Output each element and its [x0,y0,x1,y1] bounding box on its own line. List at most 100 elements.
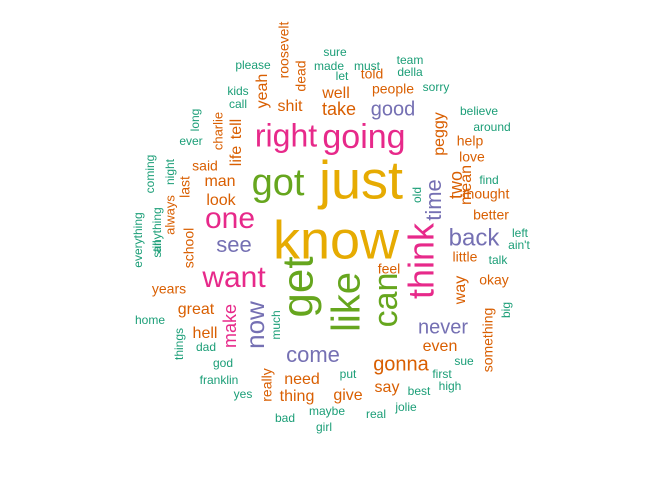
word-things: things [172,328,186,360]
word-say: say [375,379,400,396]
word-great: great [178,301,215,318]
word-franklin: franklin [200,373,239,387]
word-real: real [366,407,386,421]
word-school: school [181,228,197,268]
word-coming: coming [143,155,157,194]
word-people: people [372,81,414,97]
word-give: give [333,387,362,404]
word-long: long [188,109,202,132]
word-two: two [446,171,466,199]
word-old: old [410,187,424,203]
word-well: well [321,85,350,102]
word-can: can [367,273,405,328]
word-please: please [235,58,271,72]
word-sue: sue [454,354,474,368]
word-put: put [340,367,357,381]
word-dad: dad [196,340,216,354]
word-best: best [408,384,431,398]
word-must: must [354,59,381,73]
word-told: told [361,66,384,82]
word-hell: hell [193,325,218,342]
word-around: around [473,120,510,134]
word-made: made [314,59,344,73]
word-really: really [259,368,275,401]
word-sure: sure [323,45,347,59]
word-good: good [371,98,416,120]
word-make: make [220,304,240,348]
word-anything: anything [150,207,164,252]
word-big: big [499,302,513,318]
word-maybe: maybe [309,404,345,418]
word-roosevelt: roosevelt [276,21,292,78]
word-little: little [453,249,478,265]
word-team: team [397,53,424,67]
word-find: find [479,173,498,187]
word-left: left [512,226,529,240]
word-time: time [421,179,446,221]
word-jolie: jolie [394,400,417,414]
word-take: take [322,99,356,119]
word-bad: bad [275,411,295,425]
word-home: home [135,313,165,327]
word-see: see [216,232,251,257]
word-talk: talk [489,253,509,267]
word-look: look [206,192,236,209]
word-girl: girl [316,420,332,434]
word-high: high [439,379,462,393]
word-know: know [273,210,400,270]
word-everything: everything [131,212,145,267]
word-man: man [204,173,235,190]
word-dead: dead [293,60,309,91]
word-tell: tell [228,119,245,139]
word-peggy: peggy [431,112,448,156]
word-want: want [201,261,266,294]
word-gonna: gonna [373,353,429,375]
word-going: going [322,118,405,156]
word-now: now [240,301,270,349]
word-night: night [163,158,177,185]
word-kids: kids [227,84,248,98]
word-call: call [229,97,247,111]
word-need: need [284,371,320,388]
word-okay: okay [479,272,509,288]
word-believe: believe [460,104,498,118]
word-thought: thought [463,186,510,202]
word-right: right [255,117,317,153]
word-let: let [336,69,349,83]
word-yes: yes [234,387,253,401]
word-come: come [286,342,340,367]
word-charlie: charlie [210,112,225,150]
word-way: way [452,276,469,305]
word-said: said [192,158,218,174]
word-love: love [459,149,485,165]
word-first: first [432,367,452,381]
word-never: never [418,316,468,338]
word-feel: feel [378,261,401,277]
word-god: god [213,356,233,370]
word-something: something [480,308,496,373]
word-think: think [401,222,442,299]
word-thing: thing [280,388,315,405]
word-like: like [325,272,369,332]
word-back: back [449,224,501,251]
word-get: get [274,256,323,317]
word-mean: mean [458,165,475,205]
word-ever: ever [179,134,202,148]
word-got: got [252,162,305,204]
word-last: last [177,176,193,198]
word-just: just [317,150,403,210]
word-much: much [269,310,283,339]
word-still: still [150,240,164,257]
word-one: one [205,202,255,235]
word-yeah: yeah [254,74,271,109]
word-even: even [423,338,458,355]
word-always: always [162,195,177,235]
word-sorry: sorry [423,80,450,94]
word-life: life [228,146,245,167]
word-help: help [457,133,484,149]
word-years: years [152,281,186,297]
word-better: better [473,207,509,223]
word-della: della [397,65,423,79]
